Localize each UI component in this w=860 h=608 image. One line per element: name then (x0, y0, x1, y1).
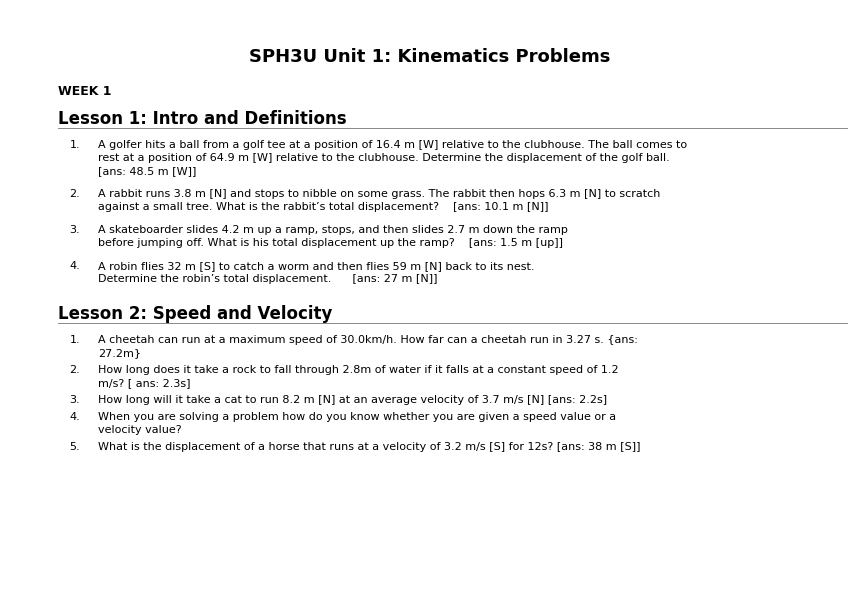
Text: m/s? [ ans: 2.3s]: m/s? [ ans: 2.3s] (98, 378, 191, 388)
Text: When you are solving a problem how do you know whether you are given a speed val: When you are solving a problem how do yo… (98, 412, 616, 422)
Text: A cheetah can run at a maximum speed of 30.0km/h. How far can a cheetah run in 3: A cheetah can run at a maximum speed of … (98, 335, 638, 345)
Text: against a small tree. What is the rabbit’s total displacement?    [ans: 10.1 m [: against a small tree. What is the rabbit… (98, 202, 549, 212)
Text: 1.: 1. (70, 140, 80, 150)
Text: How long will it take a cat to run 8.2 m [N] at an average velocity of 3.7 m/s [: How long will it take a cat to run 8.2 m… (98, 395, 607, 405)
Text: [ans: 48.5 m [W]]: [ans: 48.5 m [W]] (98, 166, 196, 176)
Text: Determine the robin’s total displacement.      [ans: 27 m [N]]: Determine the robin’s total displacement… (98, 274, 438, 284)
Text: 1.: 1. (70, 335, 80, 345)
Text: 2.: 2. (70, 189, 80, 199)
Text: How long does it take a rock to fall through 2.8m of water if it falls at a cons: How long does it take a rock to fall thr… (98, 365, 618, 375)
Text: rest at a position of 64.9 m [W] relative to the clubhouse. Determine the displa: rest at a position of 64.9 m [W] relativ… (98, 153, 670, 163)
Text: 3.: 3. (70, 225, 80, 235)
Text: Lesson 2: Speed and Velocity: Lesson 2: Speed and Velocity (58, 305, 332, 323)
Text: 5.: 5. (70, 442, 80, 452)
Text: What is the displacement of a horse that runs at a velocity of 3.2 m/s [S] for 1: What is the displacement of a horse that… (98, 442, 641, 452)
Text: velocity value?: velocity value? (98, 425, 181, 435)
Text: 27.2m}: 27.2m} (98, 348, 141, 358)
Text: 2.: 2. (70, 365, 80, 375)
Text: 3.: 3. (70, 395, 80, 405)
Text: A robin flies 32 m [S] to catch a worm and then flies 59 m [N] back to its nest.: A robin flies 32 m [S] to catch a worm a… (98, 261, 535, 271)
Text: SPH3U Unit 1: Kinematics Problems: SPH3U Unit 1: Kinematics Problems (249, 48, 611, 66)
Text: 4.: 4. (70, 412, 80, 422)
Text: before jumping off. What is his total displacement up the ramp?    [ans: 1.5 m [: before jumping off. What is his total di… (98, 238, 563, 248)
Text: 4.: 4. (70, 261, 80, 271)
Text: A skateboarder slides 4.2 m up a ramp, stops, and then slides 2.7 m down the ram: A skateboarder slides 4.2 m up a ramp, s… (98, 225, 568, 235)
Text: Lesson 1: Intro and Definitions: Lesson 1: Intro and Definitions (58, 110, 347, 128)
Text: A rabbit runs 3.8 m [N] and stops to nibble on some grass. The rabbit then hops : A rabbit runs 3.8 m [N] and stops to nib… (98, 189, 660, 199)
Text: WEEK 1: WEEK 1 (58, 85, 112, 98)
Text: A golfer hits a ball from a golf tee at a position of 16.4 m [W] relative to the: A golfer hits a ball from a golf tee at … (98, 140, 687, 150)
